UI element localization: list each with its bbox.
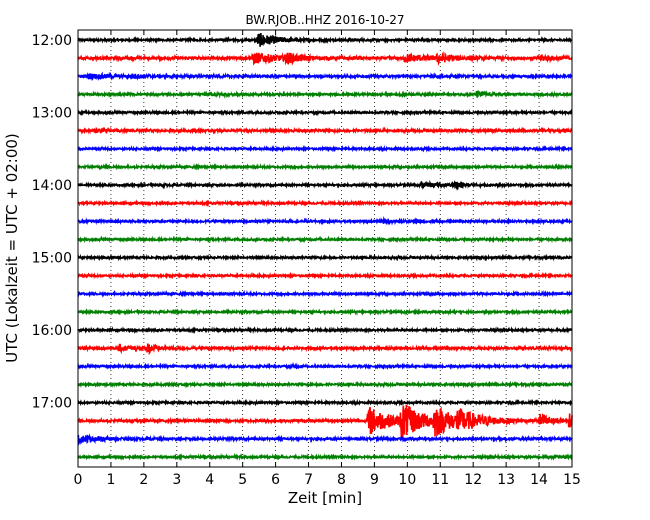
y-axis-label: UTC (Lokalzeit = UTC + 02:00) xyxy=(3,133,21,363)
trace-1600 xyxy=(77,326,573,335)
x-tick-label: 11 xyxy=(431,472,449,488)
trace-1330 xyxy=(77,144,573,153)
trace-1445 xyxy=(77,235,573,244)
x-axis-label: Zeit [min] xyxy=(288,489,362,507)
trace-1630 xyxy=(77,361,573,371)
trace-1745 xyxy=(77,452,573,461)
x-tick-label: 14 xyxy=(530,472,548,488)
trace-1315 xyxy=(77,126,573,135)
trace-1415 xyxy=(77,199,573,208)
x-tick-label: 1 xyxy=(106,472,115,488)
x-tick-label: 10 xyxy=(398,472,416,488)
x-tick-label: 12 xyxy=(464,472,482,488)
trace-1730 xyxy=(77,433,573,446)
x-tick-label: 15 xyxy=(563,472,581,488)
trace-1515 xyxy=(77,271,573,280)
x-tick-label: 6 xyxy=(271,472,280,488)
trace-1645 xyxy=(77,380,573,389)
trace-1500 xyxy=(77,253,573,262)
y-tick-label: 14:00 xyxy=(32,178,72,194)
trace-1215 xyxy=(77,50,573,67)
y-tick-label: 15:00 xyxy=(32,251,72,267)
y-tick-label: 12:00 xyxy=(32,33,72,49)
trace-1400 xyxy=(77,179,573,191)
x-tick-label: 0 xyxy=(74,472,83,488)
trace-1300 xyxy=(77,108,573,117)
trace-1430 xyxy=(77,215,573,226)
x-tick-label: 7 xyxy=(304,472,313,488)
x-tick-label: 13 xyxy=(497,472,515,488)
y-tick-label: 13:00 xyxy=(32,106,72,122)
trace-1345 xyxy=(77,162,573,171)
chart-title: BW.RJOB..HHZ 2016-10-27 xyxy=(245,13,404,27)
x-tick-label: 9 xyxy=(370,472,379,488)
trace-1530 xyxy=(77,289,573,298)
y-tick-label: 17:00 xyxy=(32,396,72,412)
x-tick-label: 5 xyxy=(238,472,247,488)
trace-1200 xyxy=(77,32,573,47)
trace-1545 xyxy=(77,308,573,316)
x-tick-label: 3 xyxy=(172,472,181,488)
y-tick-label: 16:00 xyxy=(32,323,72,339)
trace-1245 xyxy=(77,90,573,99)
x-tick-label: 8 xyxy=(337,472,346,488)
x-tick-label: 4 xyxy=(205,472,214,488)
ticks: 0 1 2 3 4 5 6 7 8 9 10 11 12 13 14 1512:0013:0014:0015:… xyxy=(32,30,581,488)
trace-1615 xyxy=(77,343,573,356)
trace-1715 xyxy=(77,404,573,440)
grid xyxy=(110,30,540,467)
x-tick-label: 2 xyxy=(139,472,148,488)
trace-1230 xyxy=(77,71,573,82)
trace-1700 xyxy=(77,398,573,407)
traces xyxy=(77,32,573,461)
plot-frame xyxy=(77,29,573,468)
